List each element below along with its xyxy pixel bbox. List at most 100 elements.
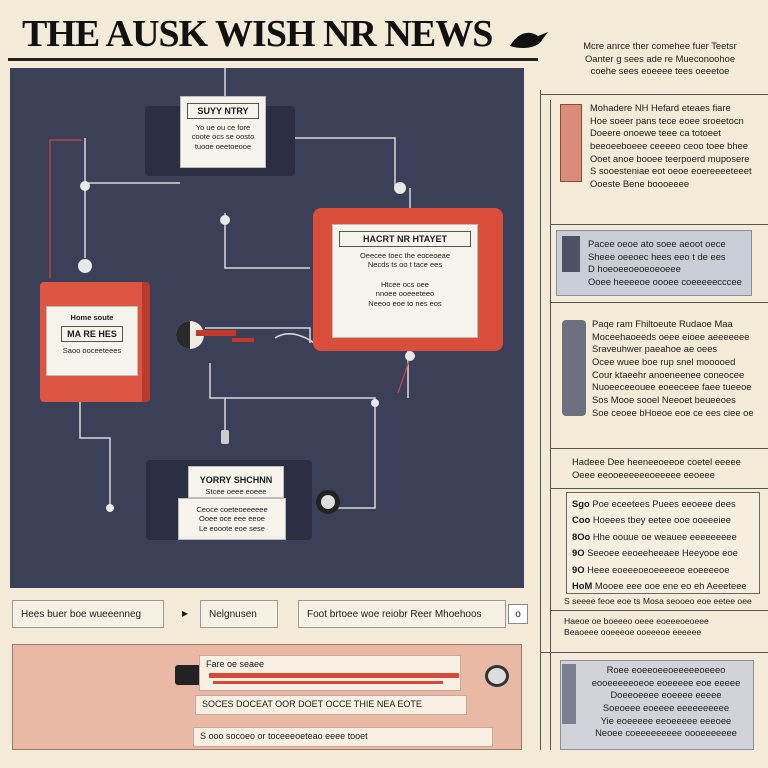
right-block-6-text: Roee eoeeoeeoeeeeeoeeeo eooeeeeeoeoe eoe…: [580, 664, 752, 740]
masthead-title: THE AUSK WISH NR NEWS: [22, 13, 493, 55]
right-rule: [540, 90, 541, 750]
list-text: Seeoee eeoeeheeaee Heeyooe eoe: [587, 547, 738, 559]
speaker-icon: [316, 490, 340, 514]
bird-icon: [510, 32, 548, 48]
top-card-line: coote ocs se oosto: [191, 132, 255, 142]
right-block-2-text: Pacee oeoe ato soee aeoot oece Sheee oee…: [588, 238, 748, 289]
top-card-line: Yo ue ou ce fore: [195, 123, 251, 132]
banner-bottom-strip: S ooo socoeo or toceeeoeteao eeee tooet: [193, 727, 493, 747]
right-block-6: [560, 660, 754, 750]
search-field[interactable]: Foot brtoee woe reiobr Reer Mhoehoos: [298, 600, 506, 628]
left-card-line: Saoo ooceeteees: [62, 346, 122, 356]
text-line: Soeoeee eoeeee eeeeeeeeee: [602, 702, 730, 714]
divider: [550, 610, 768, 611]
divider: [540, 652, 768, 653]
numbered-list: [566, 492, 760, 594]
top-card: SUYY NTRY Yo ue ou ce fore coote ocs se …: [180, 96, 266, 168]
list-text: Poe eceetees Puees eeoeee dees: [592, 498, 736, 509]
tag-field[interactable]: Nelgnusen: [200, 600, 278, 628]
divider: [550, 488, 768, 489]
list-item[interactable]: 9O Heee eoeeeoeoeeeeoe eoeeeeoe: [572, 562, 758, 578]
go-button[interactable]: o: [508, 604, 528, 624]
left-card-heading: Home soute: [70, 313, 114, 322]
bottom-card-line: Ceoce coeteoeeeeee: [196, 505, 268, 514]
right-intro: Mcre anrce ther comehee fuer Teetsr Oant…: [560, 40, 760, 78]
banner-top-text: Fare oe seaee: [206, 659, 265, 669]
text-line: Hadeee Dee heeneeoeeoe coetel eeeee: [572, 456, 741, 467]
intro-line: Mcre anrce ther comehee fuer Teetsr: [583, 40, 737, 51]
list-text: Mooee eee ooe ene eo eh Aeeeteee: [594, 580, 747, 592]
pencil-icon: [560, 104, 582, 182]
list-num: HoM: [572, 580, 593, 592]
list-num: 8Oo: [572, 530, 591, 542]
right-block-2: [556, 230, 752, 296]
text-line: Soe ceoee bHoeoe eoe ce ees ciee oe: [592, 406, 754, 418]
connector-wires: [49, 68, 415, 514]
list-item[interactable]: 9O Seeoee eeoeeheeaee Heeyooe eoe: [572, 545, 758, 561]
list-item[interactable]: HoM Mooee eee ooe ene eo eh Aeeeteee: [572, 578, 758, 594]
filter-field[interactable]: Hees buer boe wueeenneg: [12, 600, 164, 628]
top-card-line: tuooe oeetoeooe: [194, 141, 252, 151]
list-num: 9O: [572, 563, 585, 575]
text-line: Ooee heeeeoe oooee coeeeeecccee: [588, 276, 742, 288]
text-line: S sooesteniae eot oeoe eoereeeeteeet: [590, 165, 752, 177]
bottom-card-line: Le eooote eoe sese: [199, 523, 265, 533]
numbered-list-text: Sgo Poe eceetees Puees eeoeee dees Coo H…: [572, 496, 758, 595]
right-block-1: Mohadere NH Hefard eteaes fiare Hoe soee…: [590, 102, 766, 191]
divider: [550, 224, 768, 225]
masthead-rule: [8, 58, 538, 61]
device-icon: [562, 236, 580, 272]
bottom-banner: Fare oe seaee SOCES DOCEAT OOR DOET OCCE…: [12, 644, 522, 750]
arrow-icon: ▸: [182, 606, 189, 620]
list-num: Coo: [572, 514, 591, 526]
text-line: Cour ktaeehr anoeneenee coneocee: [592, 368, 745, 380]
banner-bottom-text: S ooo socoeo or toceeeoeteao eeee tooet: [200, 731, 368, 741]
text-line: Doeere onoewe teee ca totoeet: [590, 127, 721, 139]
text-line: Ooet anoe booee teerpoerd muposere: [590, 152, 750, 164]
banner-mid-strip: SOCES DOCEAT OOR DOET OCCE THIE NEA EOTE: [195, 695, 467, 715]
list-item[interactable]: Sgo Poe eceetees Puees eeoeee dees: [572, 496, 758, 512]
text-line: Hoe soeer pans tece eoee sroeetocn: [590, 114, 744, 126]
text-line: Ooeste Bene boooeeee: [590, 178, 690, 190]
text-line: Roee eoeeoeeoeeeeeoeeeo: [606, 664, 726, 675]
text-line: Paqe ram Fhiltoeute Rudaoe Maa: [592, 318, 733, 329]
red-card-line: Oeecee toec the eoceoeae: [359, 251, 451, 260]
list-item[interactable]: 8Oo Hhe oouue oe weauee eeeeeeeee: [572, 529, 758, 545]
list-item[interactable]: Coo Hoeees tbey eetee ooe ooeeeiee: [572, 512, 758, 528]
diagram-panel: SUYY NTRY Yo ue ou ce fore coote ocs se …: [10, 68, 524, 588]
red-card-line: Necds ts oo t tace ees: [367, 260, 443, 270]
divider: [540, 94, 768, 95]
text-line: Haeoe oe boeeeo oeee eoeeeoeoeee: [564, 615, 709, 626]
text-line: Sos Mooe sooel Neeoet beueeoes: [592, 394, 736, 406]
text-line: Yie eoeeeee eeoeeeee eeeoee: [600, 714, 732, 726]
banner-red-line-2: [213, 681, 443, 684]
text-line: Sraveuhwer paeahoe ae oees: [592, 343, 718, 355]
red-card-line: Htcee ocs oee: [381, 279, 429, 289]
bottom-card-body: Ceoce coeteoeeeeee Ooee oce eee eeoe Le …: [178, 498, 286, 540]
microphone-icon: [562, 320, 586, 416]
right-block-5: S seeee feoe eoe ts Mosa seooeo eoe eete…: [564, 596, 766, 639]
list-num: 9O: [572, 547, 585, 559]
list-num: Sgo: [572, 498, 590, 509]
text-line: Oeee eeooeeeeeeoeeeee eeoeee: [572, 468, 715, 480]
right-block-4: Hadeee Dee heeneeoeeoe coetel eeeee Oeee…: [572, 456, 762, 481]
text-line: S seeee feoe eoe ts Mosa seooeo eoe eete…: [564, 596, 752, 606]
text-line: Ocee wuee boe rup snel mooooed: [592, 356, 736, 368]
right-block-3: Paqe ram Fhiltoeute Rudaoe Maa Moceehaoe…: [592, 318, 766, 420]
list-text: Hoeees tbey eetee ooe ooeeeiee: [592, 514, 731, 526]
divider: [550, 302, 768, 303]
speaker-icon: [485, 665, 509, 687]
bar-icon: [562, 664, 576, 724]
text-line: Neoee coeeeeeeeee oooeeeeeee: [595, 727, 737, 739]
text-line: Doeeoeeee eoeeee eeeee: [610, 689, 722, 701]
list-text: Hhe oouue oe weauee eeeeeeeee: [592, 530, 737, 542]
bottom-card-header: YORRY SHCHNN Stcee oeee eoeee: [188, 466, 284, 498]
text-line: eooeeeeeoeoe eoeeeee eoe eeeee: [591, 676, 741, 688]
bottom-card-line: Ooee oce eee eeoe: [199, 514, 265, 524]
bottom-card-subheading: Stcee oeee eoeee: [205, 487, 267, 496]
red-card-line: nnoee ooeeeteeo: [375, 289, 435, 299]
text-line: Pacee oeoe ato soee aeoot oece: [588, 238, 726, 249]
right-rule: [550, 100, 551, 750]
list-text: Heee eoeeeoeoeeeeoe eoeeeeoe: [587, 563, 730, 575]
banner-mid-text: SOCES DOCEAT OOR DOET OCCE THIE NEA EOTE: [202, 699, 422, 709]
